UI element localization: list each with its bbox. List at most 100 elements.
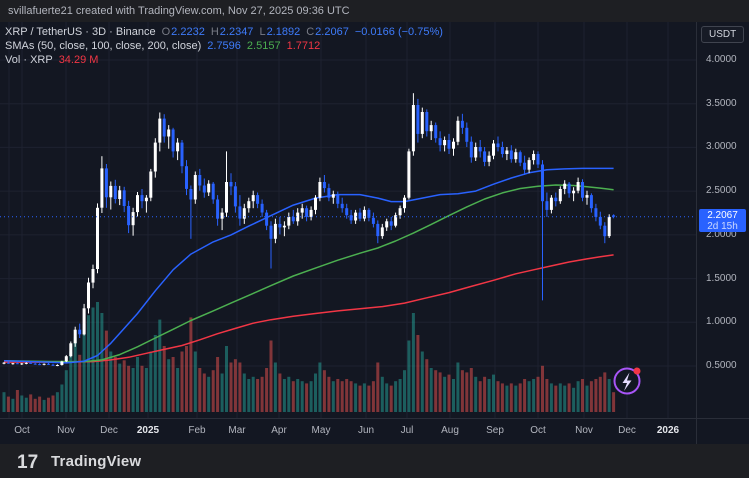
volume-bar [589,381,593,412]
volume-bar [487,379,491,412]
volume-bar [327,376,331,412]
chart-widget: XRP / TetherUS · 3D · Binance O2.2232 H2… [0,22,749,444]
volume-bar [496,381,500,412]
volume-bar [60,384,64,412]
candle-body [256,195,260,204]
time-axis-month-label: Mar [228,425,246,436]
candle-body [82,308,86,335]
volume-bar [567,383,571,412]
volume-bar [309,381,313,412]
volume-bar [362,383,366,412]
sma200-value: 1.7712 [286,40,321,52]
legend-symbol-row[interactable]: XRP / TetherUS · 3D · Binance O2.2232 H2… [5,25,443,39]
candle-body [536,154,540,165]
candle-body [42,363,46,365]
candle-body [171,129,175,152]
sma-indicator-label[interactable]: SMAs (50, close, 100, close, 200, close) [5,40,202,52]
volume-bar [6,396,10,412]
candle-body [136,195,139,213]
symbol-title[interactable]: XRP / TetherUS · 3D · Binance [5,26,156,38]
candle-body [144,197,148,202]
candle-body [380,227,384,237]
candle-body [545,201,549,210]
legend-sma-row[interactable]: SMAs (50, close, 100, close, 200, close)… [5,39,443,53]
volume-bar [474,376,478,412]
candle-body [296,212,300,222]
volume-bar [260,376,264,412]
events-lightning-icon[interactable] [613,367,641,395]
time-axis-month-label: Dec [618,425,636,436]
last-price-badge: 2.2067 2d 15h [699,209,746,232]
volume-bar [549,383,553,412]
candle-body [358,212,362,219]
chart-canvas[interactable] [0,22,696,418]
tradingview-logo-icon[interactable]: 17 [16,449,44,473]
volume-bar [460,370,464,412]
candle-body [354,212,358,221]
notification-dot [633,367,641,375]
candle-body [496,143,500,147]
tradingview-wordmark[interactable]: TradingView [51,452,142,470]
time-axis[interactable]: Oct Nov Dec 2025 Feb Mar Apr May Jun Jul Aug Sep Oct… [0,418,749,444]
volume-bar [416,335,420,412]
volume-indicator-label[interactable]: Vol · XRP [5,54,53,66]
currency-toggle-button[interactable]: USDT [701,26,745,43]
candle-body [576,182,580,191]
volume-bar [527,381,531,412]
candle-body [104,168,108,198]
candle-body [96,207,99,269]
volume-bar [425,359,429,412]
volume-bar [131,368,135,412]
volume-bar [64,370,68,412]
candle-body [469,141,473,158]
candle-body [314,197,317,210]
volume-bar [318,362,322,412]
chart-plot-area[interactable] [0,22,696,418]
volume-bar [278,373,282,412]
volume-bar [541,365,544,412]
candle-body [460,120,464,128]
sma50-value: 2.7596 [207,40,241,52]
candlesticks [2,93,616,367]
candle-body [189,189,193,200]
price-axis-label: 0.5000 [706,360,737,371]
volume-bar [469,368,473,412]
volume-bar [256,379,260,412]
volume-bar [176,368,180,412]
candle-body [594,208,598,217]
volume-bar [220,373,224,412]
volume-bar [144,368,148,412]
volume-bar [113,357,117,412]
candle-body [269,225,273,239]
time-axis-month-label: Oct [530,425,546,436]
candle-body [100,168,104,208]
price-axis[interactable]: USDT 4.0000 3.5000 3.0000 2.5000 2.0000 1.500… [696,22,749,444]
close-value: C2.2067 [306,26,349,38]
time-axis-month-label: May [311,425,331,436]
candle-body [33,363,37,365]
volume-bar [331,381,335,412]
low-value: L2.1892 [259,26,301,38]
time-axis-month-label: Nov [57,425,75,436]
volume-bar [465,372,469,412]
attribution-text: svillafuerte21 created with TradingView.… [8,5,350,17]
candle-body [207,183,211,193]
volume-bar [193,351,197,412]
volume-bar [20,395,24,412]
sma100-line [3,184,614,363]
volume-bar [429,368,433,412]
volume-bar [536,376,540,412]
candle-body [429,125,433,132]
volume-bar [211,370,215,412]
volume-bar [251,376,255,412]
candle-body [167,129,171,137]
volume-bar [376,362,380,412]
candle-body [122,190,126,206]
volume-bar [434,370,438,412]
candle-body [598,216,602,226]
bar-countdown: 2d 15h [707,221,738,232]
volume-bar [225,346,228,412]
volume-bar [265,368,269,412]
legend-volume-row[interactable]: Vol · XRP 34.29 M [5,53,443,67]
volume-bar [478,381,482,412]
